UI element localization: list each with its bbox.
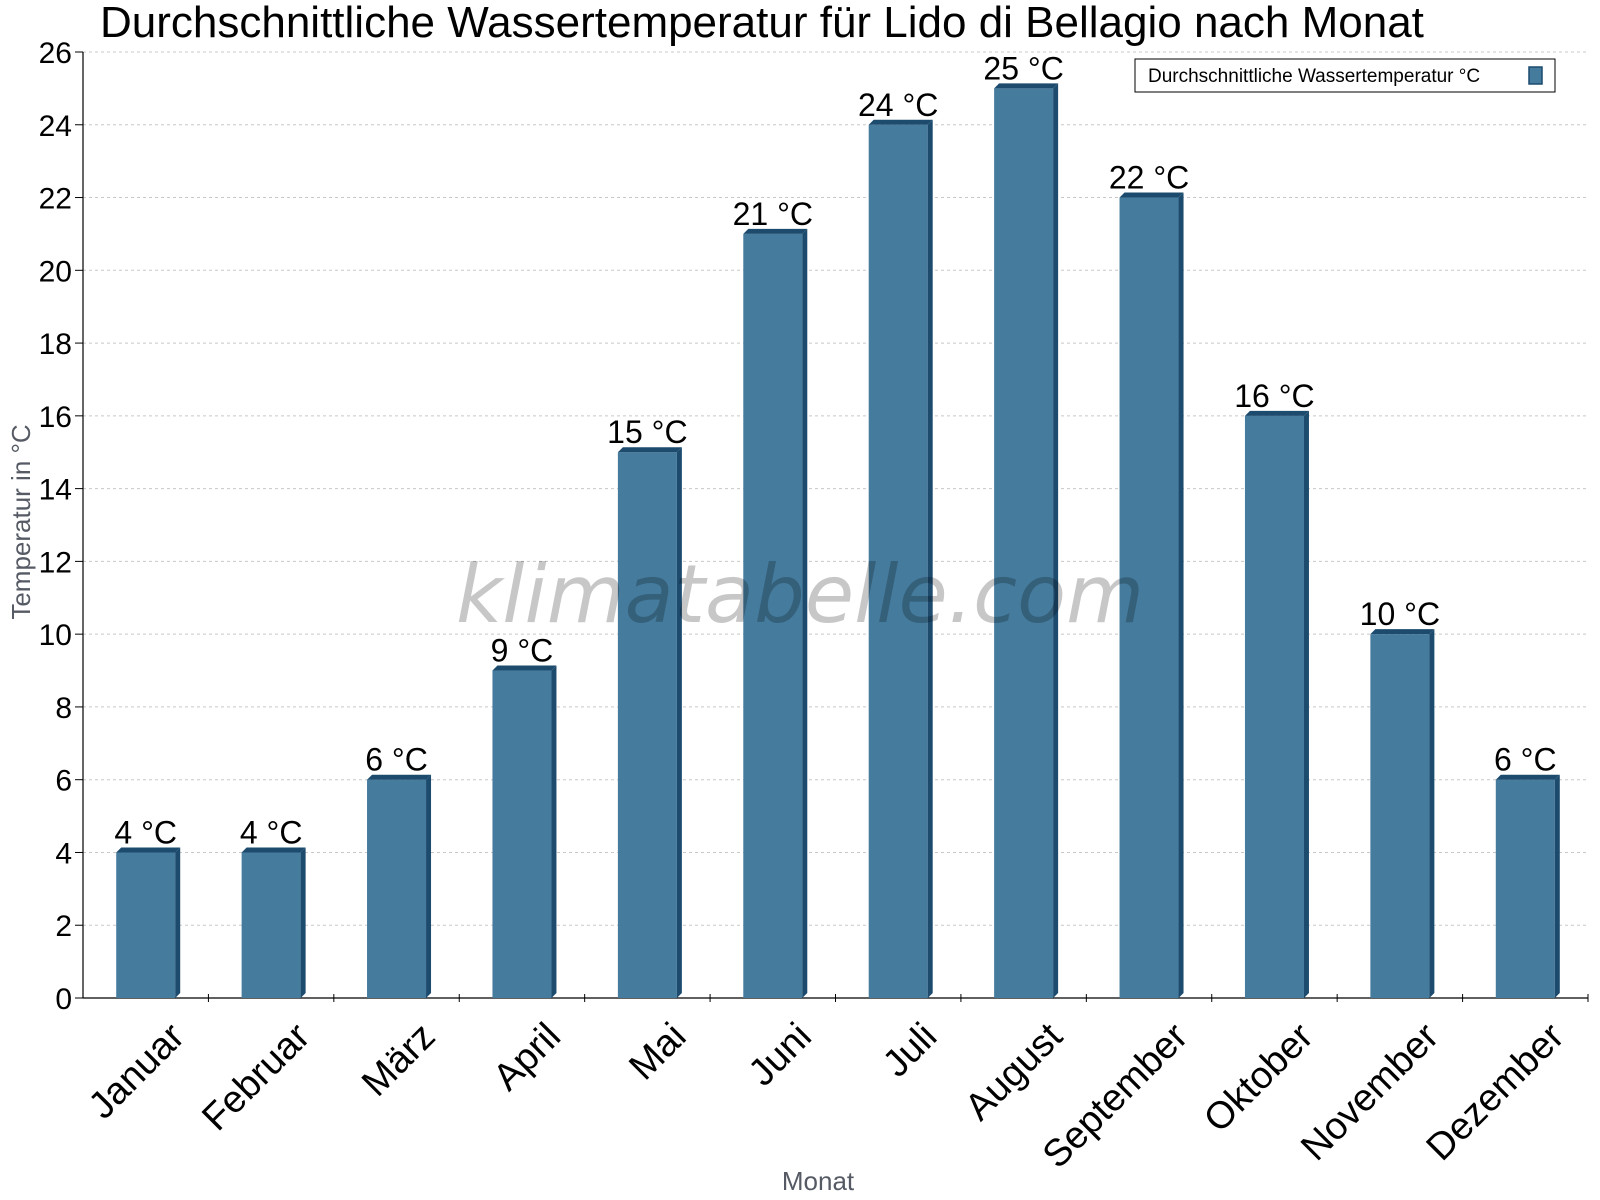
data-label: 9 °C: [491, 633, 554, 669]
y-tick-label: 26: [39, 37, 72, 70]
bar: [1119, 192, 1184, 999]
bar: [1495, 774, 1560, 998]
gridlines: [83, 51, 1588, 926]
data-labels: 4 °C 4 °C 6 °C 9 °C 15 °C 21 °C 24 °C 25 °C 22 °…: [114, 50, 1556, 850]
x-tick-label: Januar: [81, 1015, 193, 1127]
x-axis-ticks: Januar Februar März April Mai Juni Juli AugustS…: [81, 994, 1573, 1176]
data-label: 22 °C: [1109, 160, 1189, 196]
x-tick-label: Juli: [875, 1015, 945, 1085]
data-label: 6 °C: [1494, 742, 1557, 778]
x-tick-label: April: [486, 1015, 569, 1098]
legend: Durchschnittliche Wassertemperatur °C: [1134, 58, 1556, 93]
watermark: klimatabelle.com: [456, 548, 1144, 641]
data-label: 15 °C: [607, 414, 687, 450]
y-tick-label: 12: [39, 546, 72, 579]
data-label: 10 °C: [1360, 596, 1440, 632]
bar: [743, 228, 808, 998]
bar: [617, 447, 682, 998]
data-label: 6 °C: [365, 742, 428, 778]
y-tick-label: 10: [39, 619, 72, 652]
bar: [1370, 629, 1435, 998]
x-axis-label: Monat: [782, 1166, 855, 1196]
y-tick-label: 24: [39, 110, 72, 143]
bar: [994, 83, 1059, 998]
bar: [241, 847, 306, 998]
bars: [116, 83, 1560, 999]
y-tick-label: 2: [55, 910, 72, 943]
x-tick-label: Dezember: [1419, 1015, 1573, 1169]
bar: [367, 774, 432, 998]
data-label: 25 °C: [983, 50, 1063, 86]
axes: [82, 52, 1589, 1002]
y-tick-label: 8: [55, 692, 72, 725]
y-tick-label: 14: [39, 474, 72, 507]
y-tick-label: 18: [39, 328, 72, 361]
data-label: 4 °C: [114, 814, 177, 850]
data-label: 21 °C: [733, 196, 813, 232]
bar: [116, 847, 181, 998]
chart-title: Durchschnittliche Wassertemperatur für L…: [100, 0, 1424, 47]
y-tick-label: 0: [55, 983, 72, 1016]
x-tick-label: März: [354, 1015, 443, 1104]
y-tick-label: 16: [39, 401, 72, 434]
x-tick-label: Mai: [621, 1015, 694, 1088]
data-label: 4 °C: [240, 814, 303, 850]
bar: [492, 665, 557, 998]
legend-entry-label: Durchschnittliche Wassertemperatur °C: [1148, 66, 1480, 87]
y-tick-label: 22: [39, 183, 72, 216]
y-tick-label: 20: [39, 255, 72, 288]
data-label: 24 °C: [858, 87, 938, 123]
x-tick-label: Oktober: [1196, 1015, 1322, 1141]
x-tick-label: August: [957, 1015, 1071, 1129]
y-axis-label: Temperatur in °C: [6, 424, 36, 619]
x-tick-label: Februar: [194, 1015, 318, 1139]
bar: [1244, 410, 1309, 998]
bar: [868, 119, 933, 999]
y-tick-label: 6: [55, 765, 72, 798]
data-label: 16 °C: [1234, 378, 1314, 414]
legend-box: [1134, 58, 1556, 93]
x-tick-label: Juni: [741, 1015, 820, 1094]
y-tick-label: 4: [55, 837, 72, 870]
legend-swatch: [1528, 66, 1543, 85]
